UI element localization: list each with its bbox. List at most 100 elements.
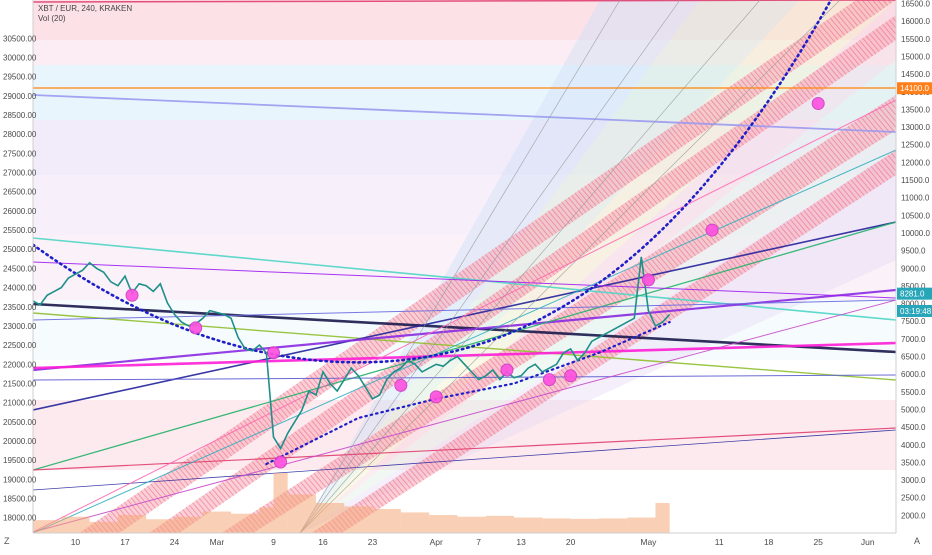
trend-line — [33, 261, 896, 299]
left-tick-label: 23000.00 — [3, 322, 37, 331]
left-tick-label: 22500.00 — [3, 341, 37, 350]
time-tick-label: 7 — [476, 537, 481, 547]
trend-lines — [33, 0, 896, 533]
left-tick-label: 26000.00 — [3, 207, 37, 216]
price-badge-label: 03:19:48 — [900, 307, 932, 316]
left-tick-label: 20000.00 — [3, 437, 37, 446]
curve-marker — [811, 97, 825, 111]
left-axis-bg — [0, 0, 33, 550]
volume-bar — [273, 473, 288, 533]
left-tick-label: 24000.00 — [3, 284, 37, 293]
curve-marker — [500, 363, 514, 377]
left-tick-label: 30500.00 — [3, 34, 37, 43]
hatched-channel — [311, 150, 896, 533]
volume-bars — [33, 473, 670, 533]
shaded-zone — [33, 40, 896, 65]
trend-line — [33, 341, 896, 370]
right-tick-label: 9500.0 — [901, 247, 926, 256]
right-tick-label: 2500.0 — [901, 494, 926, 503]
volume-bar — [259, 507, 274, 533]
price-badge — [897, 304, 932, 317]
trend-line — [33, 237, 896, 321]
trend-line — [299, 0, 681, 533]
support-curve — [265, 321, 671, 466]
time-tick-label: May — [640, 537, 657, 547]
right-tick-label: 12500.0 — [901, 141, 930, 150]
left-price-axis[interactable]: 18000.00 18500.00 19000.00 19500.00 20000.00… — [3, 34, 37, 522]
left-tick-label: 24500.00 — [3, 264, 37, 273]
curve-marker — [705, 223, 719, 237]
volume-bar — [372, 509, 401, 533]
right-tick-label: 3500.0 — [901, 458, 926, 467]
left-tick-label: 29500.00 — [3, 73, 37, 82]
right-tick-label: 13000.0 — [901, 123, 930, 132]
right-tick-label: 8500.0 — [901, 282, 926, 291]
auto-scale-icon[interactable]: A — [914, 536, 920, 546]
right-tick-label: 12000.0 — [901, 158, 930, 167]
time-tick-label: 24 — [170, 537, 180, 547]
volume-bar — [627, 517, 656, 533]
time-tick-label: 25 — [813, 537, 823, 547]
symbol-title[interactable]: XBT / EUR, 240, KRAKEN — [38, 4, 132, 13]
trend-line — [33, 0, 896, 3]
fan-bands — [33, 0, 896, 533]
price-badge — [897, 287, 932, 300]
right-tick-label: 3000.0 — [901, 476, 926, 485]
left-tick-label: 27500.00 — [3, 149, 37, 158]
right-tick-label: 15500.0 — [901, 35, 930, 44]
trend-line — [299, 0, 621, 533]
right-tick-label: 5000.0 — [901, 405, 926, 414]
right-tick-label: 6000.0 — [901, 370, 926, 379]
time-tick-label: Mar — [210, 537, 225, 547]
trend-line — [33, 429, 896, 491]
volume-bar — [61, 516, 90, 533]
left-tick-label: 19000.00 — [3, 475, 37, 484]
time-tick-label: 16 — [318, 537, 328, 547]
curve-marker — [394, 378, 408, 392]
trend-line — [33, 99, 896, 533]
volume-indicator-label[interactable]: Vol (20) — [38, 14, 66, 23]
time-axis-bg — [0, 533, 932, 550]
volume-bar — [287, 494, 316, 533]
volume-bar — [315, 503, 345, 533]
right-tick-label: 15000.0 — [901, 52, 930, 61]
right-tick-label: 5500.0 — [901, 388, 926, 397]
zoom-icon[interactable]: Z — [4, 536, 10, 546]
right-tick-label: 11000.0 — [901, 194, 930, 203]
left-tick-label: 23500.00 — [3, 303, 37, 312]
price-badge — [897, 82, 932, 95]
volume-bar — [598, 518, 628, 533]
price-line — [33, 256, 671, 451]
left-tick-label: 28500.00 — [3, 111, 37, 120]
parabolic-curve — [33, 0, 833, 364]
hatched-channel — [148, 15, 896, 533]
right-tick-label: 13500.0 — [901, 105, 930, 114]
left-tick-label: 28000.00 — [3, 130, 37, 139]
right-tick-label: 8000.0 — [901, 300, 926, 309]
right-tick-label: 16000.0 — [901, 17, 930, 26]
right-tick-label: 7000.0 — [901, 335, 926, 344]
right-tick-label: 2000.0 — [901, 511, 926, 520]
right-tick-label: 4500.0 — [901, 423, 926, 432]
time-tick-label: 11 — [715, 537, 724, 547]
shaded-zone — [33, 0, 896, 40]
left-tick-label: 20500.00 — [3, 418, 37, 427]
time-axis[interactable]: 10 17 24 Mar 9 16 23 Apr 7 13 20 May 11 18 25 Jun — [71, 537, 875, 547]
time-tick-label: 13 — [516, 537, 526, 547]
time-tick-label: 10 — [71, 537, 81, 547]
time-tick-label: 9 — [271, 537, 276, 547]
curve-marker — [267, 346, 281, 360]
hatched-channel — [221, 95, 896, 533]
right-tick-label: 4000.0 — [901, 441, 926, 450]
hatched-channel — [79, 0, 896, 533]
volume-bar — [231, 513, 260, 533]
curve-marker — [125, 288, 139, 302]
right-tick-label: 6500.0 — [901, 353, 926, 362]
price-series — [33, 256, 671, 451]
volume-bar — [457, 516, 486, 533]
left-tick-label: 27000.00 — [3, 169, 37, 178]
volume-bar — [485, 515, 515, 533]
volume-bar — [655, 503, 670, 533]
curve-marker — [274, 455, 288, 469]
